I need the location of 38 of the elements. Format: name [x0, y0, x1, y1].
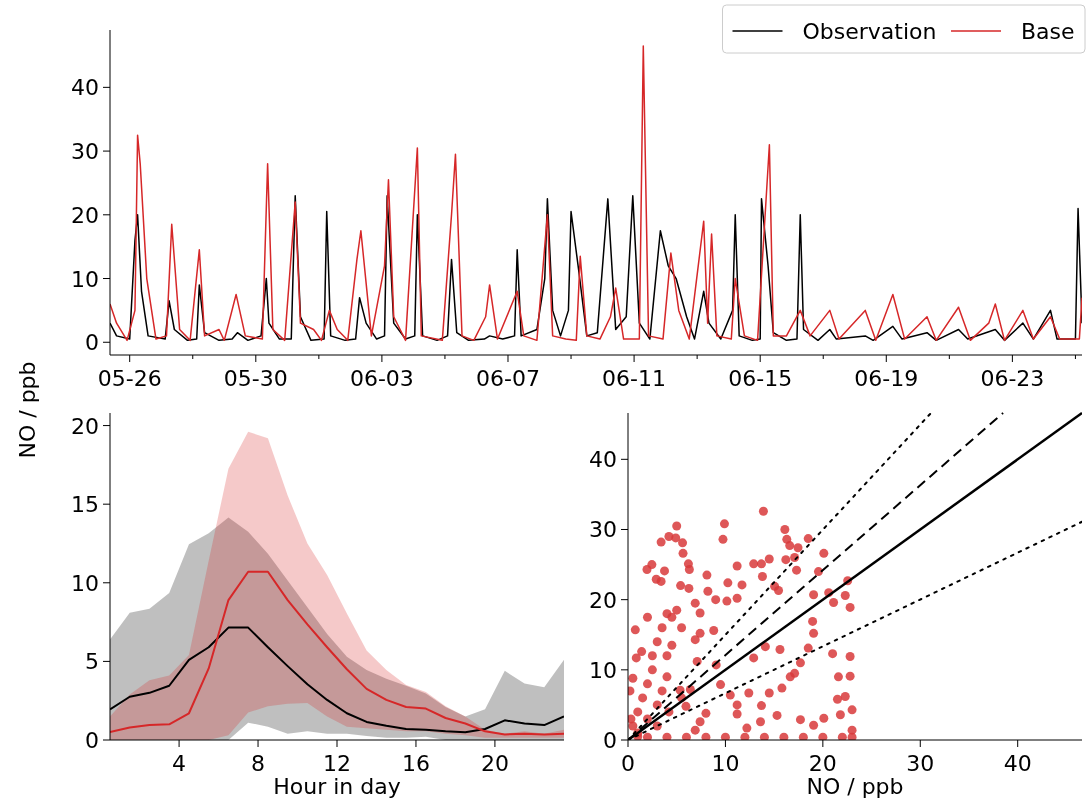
x-tick-label: 05-26 [97, 366, 162, 391]
x-tick-label: 12 [323, 751, 351, 776]
x-tick-label: 10 [711, 751, 740, 776]
x-tick-label: 40 [1003, 751, 1032, 776]
y-tick-label: 30 [589, 517, 617, 543]
y-axis-title: NO / ppb [15, 361, 40, 459]
x-tick-label: 30 [906, 751, 935, 776]
y-tick-label: 40 [71, 75, 99, 101]
y-tick-label: 40 [589, 447, 617, 473]
legend-label: Base [1021, 19, 1075, 44]
y-tick-label: 10 [71, 570, 99, 596]
x-tick-label: 06-15 [728, 366, 793, 391]
y-tick-label: 0 [85, 728, 99, 753]
x-tick-label: 4 [172, 751, 187, 776]
x-tick-label: 20 [480, 751, 509, 776]
x-tick-label: 8 [251, 751, 266, 776]
x-axis-title: Hour in day [273, 774, 401, 799]
y-tick-label: 10 [71, 266, 99, 292]
legend-label: Observation [802, 19, 937, 44]
x-tick-label: 06-11 [602, 366, 667, 391]
y-tick-label: 20 [71, 202, 99, 228]
y-tick-label: 30 [71, 139, 99, 165]
y-tick-label: 10 [589, 657, 617, 683]
y-tick-label: 15 [71, 492, 99, 518]
x-tick-label: 06-07 [476, 366, 540, 391]
x-tick-label: 05-30 [223, 366, 288, 391]
y-tick-label: 0 [603, 728, 617, 753]
x-tick-label: 0 [621, 751, 635, 776]
x-axis-title: NO / ppb [806, 774, 904, 799]
x-tick-label: 06-03 [349, 366, 414, 391]
y-tick-label: 20 [71, 413, 99, 439]
y-tick-label: 5 [85, 649, 99, 675]
x-tick-label: 16 [401, 751, 430, 776]
x-tick-label: 06-23 [980, 366, 1045, 391]
y-tick-label: 0 [85, 330, 99, 356]
x-tick-label: 20 [808, 751, 837, 776]
y-tick-label: 20 [589, 587, 617, 613]
x-tick-label: 06-19 [854, 366, 919, 391]
